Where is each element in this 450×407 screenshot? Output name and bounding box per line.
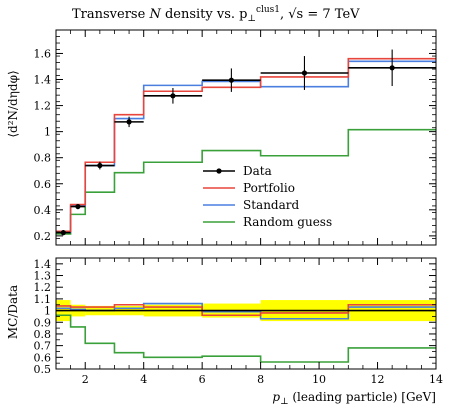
data-point (301, 70, 308, 76)
title-mid: density vs. p (161, 7, 248, 22)
y-tick-label: 0.5 (34, 363, 52, 376)
y-tick-label: 1.2 (34, 281, 52, 294)
title-main: Transverse (72, 7, 149, 22)
plot-frame (55, 29, 437, 246)
ratio-plot-area: 0.50.60.70.80.911.11.21.31.4 2 4 6 8 10 12 14 (34, 257, 443, 386)
y-tick-label: 0.9 (34, 316, 52, 329)
y-tick-label: 1.6 (34, 47, 52, 60)
y-tick-label: 0.2 (34, 230, 52, 243)
x-tick-label: 14 (429, 373, 443, 386)
x-label-sub: ⊥ (280, 397, 288, 407)
legend-marker-data (216, 168, 222, 174)
x-tick-label: 8 (257, 373, 264, 386)
data-point (97, 162, 103, 169)
y-tick-label: 1.1 (34, 293, 52, 306)
x-tick-label: 2 (82, 373, 89, 386)
legend-label-random-guess: Random guess (243, 215, 332, 229)
main-plot-area: 0.2 0.4 0.6 0.8 1 1.2 1.4 1.6 Data Portfolio Stand… (34, 29, 437, 246)
legend-label-data: Data (243, 164, 272, 178)
data-point (60, 230, 66, 236)
x-tick-label: 6 (199, 373, 206, 386)
x-tick-label: 12 (371, 373, 385, 386)
y-tick-label: 0.6 (34, 178, 52, 191)
title-sup: clus1 (256, 5, 280, 15)
data-point (126, 119, 132, 125)
ratio-y-axis-label: MC/Data (6, 285, 20, 339)
y-tick-label: 0.6 (34, 351, 52, 364)
data-point (170, 93, 176, 99)
y-tick-label: 1.3 (34, 270, 52, 283)
y-tick-label: 0.8 (34, 152, 52, 165)
title-var: N (148, 7, 161, 22)
x-label-rest: (leading particle) [GeV] (289, 390, 436, 404)
y-tick-label: 1.4 (34, 258, 52, 271)
legend-label-portfolio: Portfolio (243, 181, 295, 195)
series-line-random-guess (56, 128, 436, 235)
y-tick-label: 1 (44, 305, 51, 318)
x-tick-label: 4 (140, 373, 147, 386)
x-axis-label: p⊥ (leading particle) [GeV] (272, 390, 436, 407)
chart-title: Transverse N density vs. p⊥clus1, √s = 7… (72, 5, 360, 24)
title-tail: , √s = 7 TeV (280, 7, 360, 22)
title-sub: ⊥ (247, 14, 255, 24)
y-tick-label: 0.4 (34, 204, 52, 217)
data-point (75, 203, 81, 210)
main-y-axis-label: ⟨d²N/dηdφ⟩ (6, 70, 20, 137)
series-line-portfolio (56, 303, 436, 317)
y-tick-label: 1.4 (34, 74, 52, 87)
series-line-random-guess (56, 314, 436, 363)
x-label-var: p (272, 390, 280, 404)
legend-label-standard: Standard (243, 198, 299, 212)
x-tick-label: 10 (312, 373, 326, 386)
data-point (389, 65, 395, 71)
y-tick-label: 1 (44, 126, 51, 139)
data-point (228, 77, 234, 83)
y-tick-label: 1.2 (34, 100, 52, 113)
y-tick-label: 0.8 (34, 328, 52, 341)
y-tick-label: 0.7 (34, 340, 52, 353)
